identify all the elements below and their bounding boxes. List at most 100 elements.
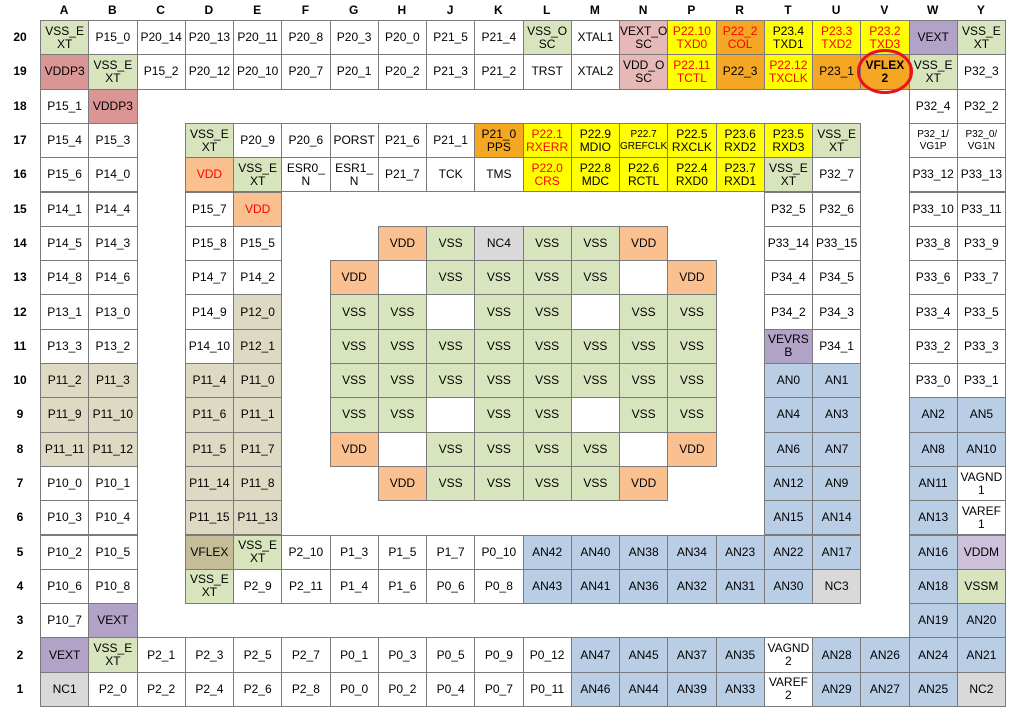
pin-cell: AN38	[619, 534, 669, 570]
pin-cell: VSS	[667, 363, 717, 399]
row-header: 4	[16, 578, 24, 593]
pin-cell: VSS	[522, 363, 572, 399]
pin-cell: P21_4	[474, 20, 524, 56]
pin-cell: P11_14	[184, 465, 234, 502]
pin-cell: P14_4	[88, 191, 138, 227]
pin-cell: AN46	[570, 671, 620, 707]
pin-cell: ESR1_ N	[329, 157, 379, 193]
pin-cell: P1_4	[329, 568, 379, 605]
pin-cell: P1_3	[329, 534, 379, 570]
pin-cell: AN47	[570, 637, 620, 673]
pin-cell	[570, 397, 620, 433]
pin-cell: P21_7	[377, 157, 427, 193]
row-header: 20	[13, 30, 27, 45]
pin-cell: P2_11	[281, 568, 331, 605]
pin-cell: VSS_E XT	[184, 568, 234, 605]
pin-cell: VSS	[570, 225, 620, 262]
pin-cell: AN19	[908, 603, 958, 639]
row-header: 2	[16, 647, 24, 662]
pin-cell: P33_15	[812, 225, 862, 262]
pin-cell: P33_0	[908, 363, 958, 399]
pin-cell: AN42	[522, 534, 572, 570]
pin-cell: P14_8	[40, 260, 90, 296]
pin-cell: P34_3	[812, 294, 862, 330]
row-header: 7	[16, 476, 24, 491]
pin-cell: VSS_E XT	[233, 157, 283, 193]
pin-cell: VSS	[426, 431, 476, 467]
pin-cell: P22_2 COL	[715, 20, 765, 56]
pin-cell: P21_6	[377, 122, 427, 159]
pin-cell: P0_1	[329, 637, 379, 673]
pin-cell: P0_7	[474, 671, 524, 707]
pin-cell: P33_1	[956, 363, 1006, 399]
pin-cell: P22.6 RCTL	[619, 157, 669, 193]
pin-cell: P10_6	[40, 568, 90, 605]
pin-cell	[619, 260, 669, 296]
row-header: 9	[16, 407, 24, 422]
pin-cell: AN26	[860, 637, 910, 673]
column-header: B	[108, 3, 117, 17]
pin-cell: P20_12	[184, 54, 234, 90]
pin-cell: AN10	[956, 431, 1006, 467]
pin-cell: VSS	[426, 363, 476, 399]
pin-cell: P33_13	[956, 157, 1006, 193]
pin-cell: VSS_E XT	[184, 122, 234, 159]
pin-cell: P10_3	[40, 500, 90, 536]
row-header: 17	[13, 133, 27, 148]
pin-cell: VSSM	[956, 568, 1006, 605]
pin-cell: P0_4	[426, 671, 476, 707]
pin-cell: P13_3	[40, 328, 90, 364]
pin-cell: P20_8	[281, 20, 331, 56]
pin-cell: P23.3 TXD2	[812, 20, 862, 56]
pin-cell: VSS	[329, 328, 379, 364]
pin-cell: P14_3	[88, 225, 138, 262]
pin-cell: AN31	[715, 568, 765, 605]
column-header: R	[735, 3, 744, 17]
pin-cell: AN9	[812, 465, 862, 502]
pin-cell: P14_10	[184, 328, 234, 364]
pin-cell: P11_11	[40, 431, 90, 467]
pin-cell: P15_3	[88, 122, 138, 159]
pin-cell: P32_0/ VG1N	[956, 122, 1006, 159]
pin-cell: TRST	[522, 54, 572, 90]
row-header: 12	[13, 304, 27, 319]
pin-cell: P15_1	[40, 88, 90, 124]
pin-cell: P2_5	[233, 637, 283, 673]
pin-cell: P1_7	[426, 534, 476, 570]
pin-cell: VAGND 2	[763, 637, 813, 673]
pin-cell: VDD	[184, 157, 234, 193]
pin-cell: P33_6	[908, 260, 958, 296]
pin-cell: VDD	[619, 465, 669, 502]
pin-cell: AN15	[763, 500, 813, 536]
pin-cell: VSS	[329, 397, 379, 433]
pin-cell: VFLEX	[184, 534, 234, 570]
pin-cell: P22_3	[715, 54, 765, 90]
pin-cell: VAGND 1	[956, 465, 1006, 502]
pin-cell: VEVRS B	[763, 328, 813, 364]
pin-cell: AN16	[908, 534, 958, 570]
pin-cell: P0_6	[426, 568, 476, 605]
pin-cell: P23.7 RXD1	[715, 157, 765, 193]
pin-cell: P20_9	[233, 122, 283, 159]
pin-cell: P20_10	[233, 54, 283, 90]
pin-cell: P2_10	[281, 534, 331, 570]
pin-cell: P0_0	[329, 671, 379, 707]
pin-cell: AN18	[908, 568, 958, 605]
pin-cell: TMS	[474, 157, 524, 193]
pin-cell: VSS	[377, 363, 427, 399]
pin-cell: ESR0_ N	[281, 157, 331, 193]
column-header: D	[204, 3, 214, 17]
pin-cell: P15_6	[40, 157, 90, 193]
pin-cell: VSS	[667, 328, 717, 364]
pin-cell: P20_0	[377, 20, 427, 56]
pin-cell: AN35	[715, 637, 765, 673]
row-header: 19	[13, 64, 27, 79]
pin-cell: P0_9	[474, 637, 524, 673]
pin-cell: P11_5	[184, 431, 234, 467]
pin-cell: AN36	[619, 568, 669, 605]
pin-cell: P22.1 RXERR	[522, 122, 572, 159]
pin-cell: P21_0 PPS	[474, 122, 524, 159]
pin-cell: VSS	[667, 294, 717, 330]
pin-cell: VSS	[474, 260, 524, 296]
